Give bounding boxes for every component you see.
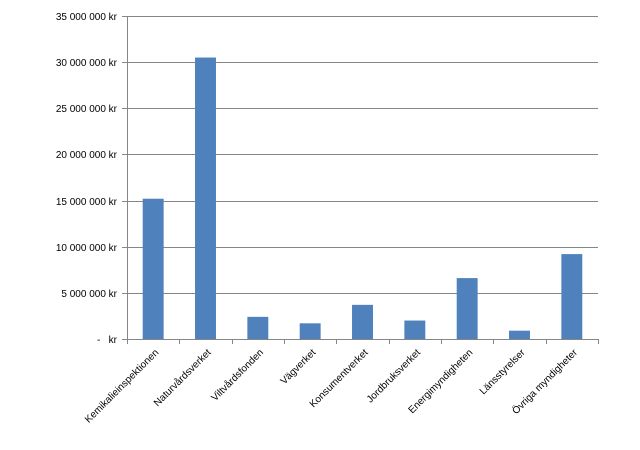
y-tick-labels: - kr 5 000 000 kr 10 000 000 kr 15 000 000 …: [56, 12, 118, 346]
category-labels: KemikalieinspektionenNaturvårdsverketVil…: [83, 346, 580, 425]
y-tick-label: 20 000 000 kr: [56, 150, 118, 161]
category-label: Vägverket: [279, 347, 319, 387]
bar: [561, 254, 583, 339]
axes: [122, 16, 599, 344]
bar: [142, 198, 164, 339]
y-tick-label: - kr: [97, 335, 118, 346]
bar: [195, 57, 216, 340]
bar: [404, 320, 426, 339]
category-label: Kemikalieinspektionen: [83, 347, 161, 425]
y-tick-label: 5 000 000 kr: [61, 289, 117, 300]
y-tick-label: 15 000 000 kr: [56, 197, 118, 208]
y-tick-label: 35 000 000 kr: [56, 12, 118, 23]
bar: [509, 330, 530, 339]
category-label: Jordbruksverket: [365, 347, 423, 405]
y-tick-label: 25 000 000 kr: [56, 104, 118, 115]
bars: [142, 57, 583, 340]
bar: [247, 316, 269, 339]
bar: [299, 323, 321, 339]
category-label: Länsstyrelser: [478, 347, 528, 397]
y-tick-label: 30 000 000 kr: [56, 58, 118, 69]
y-tick-label: 10 000 000 kr: [56, 243, 118, 254]
bar: [456, 278, 478, 339]
bar: [352, 304, 373, 339]
category-label: Viltvårdsfonden: [209, 347, 266, 404]
category-label: Konsumentverket: [308, 347, 371, 410]
category-label: Naturvårdsverket: [151, 346, 213, 408]
